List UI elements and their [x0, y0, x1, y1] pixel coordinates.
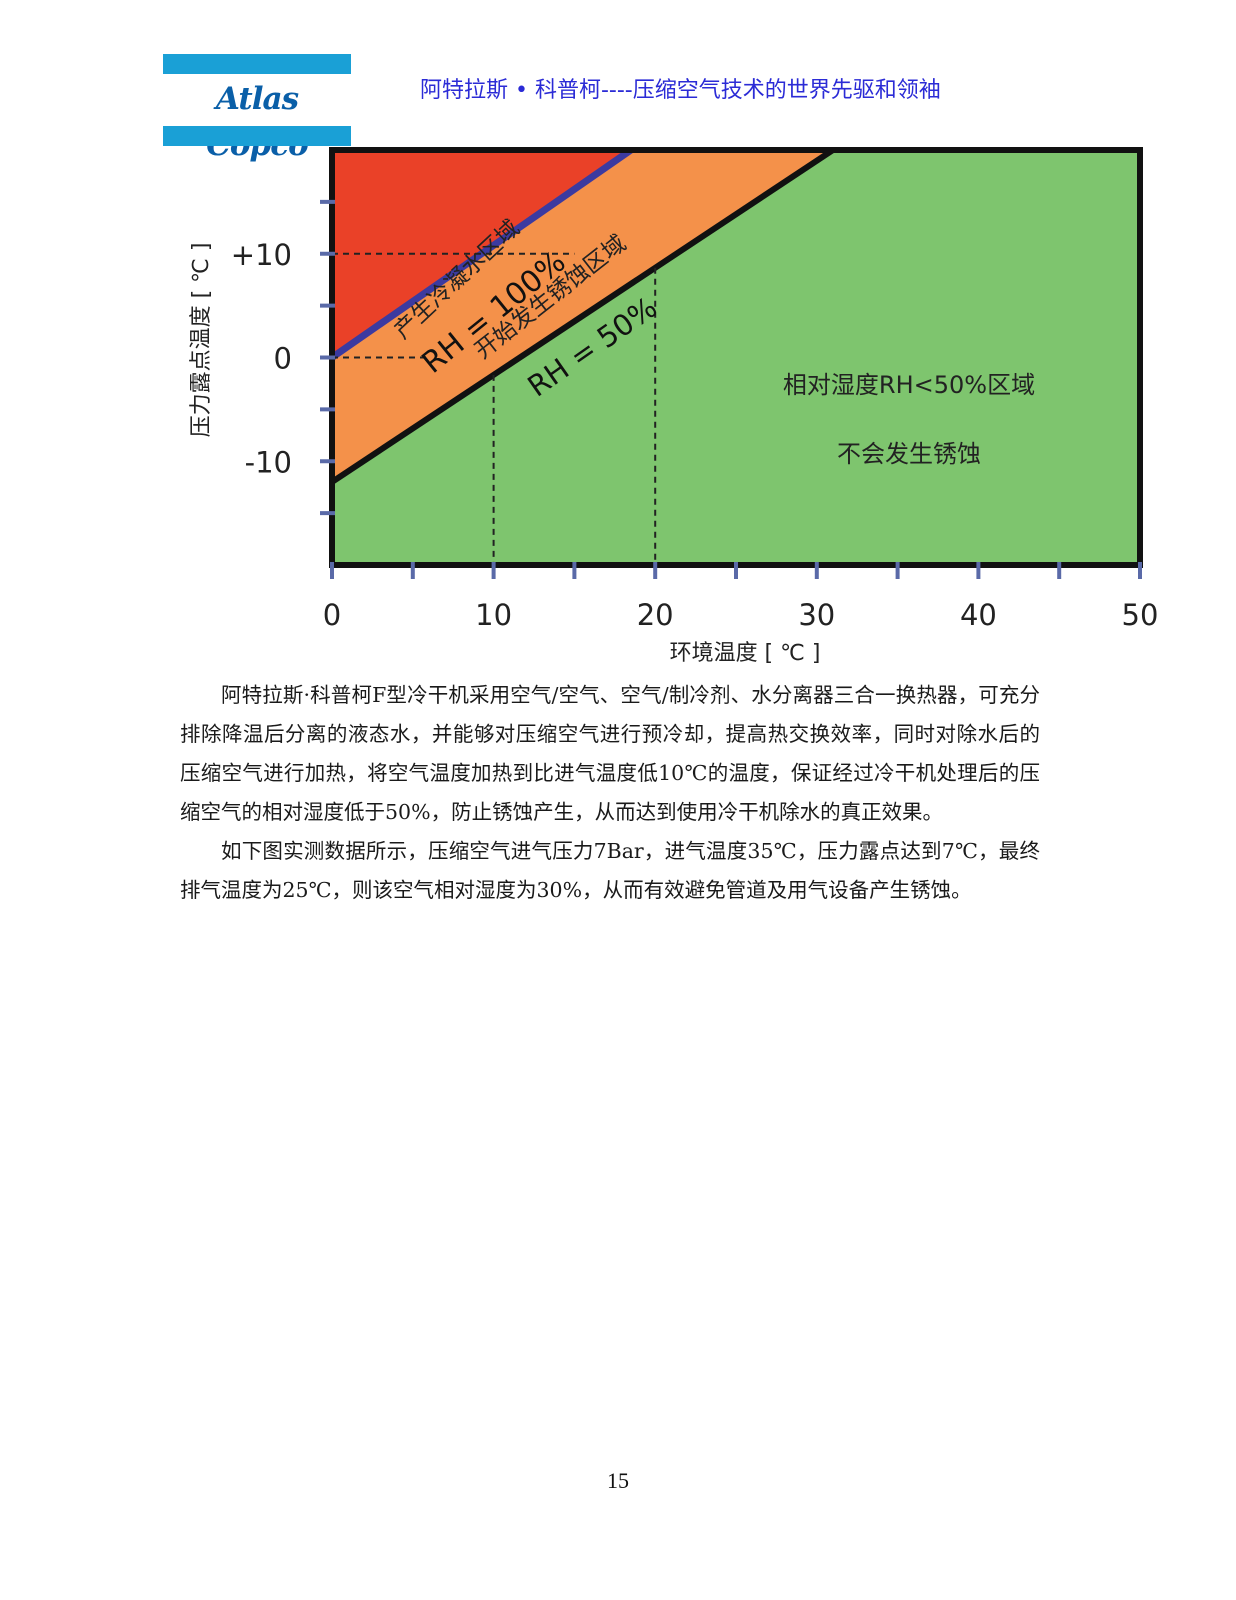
- y-tick-label: -10: [245, 445, 292, 479]
- paragraph-1: 阿特拉斯·科普柯F型冷干机采用空气/空气、空气/制冷剂、水分离器三合一换热器，可…: [180, 676, 1040, 832]
- x-tick-label: 10: [475, 598, 512, 632]
- x-tick-label: 40: [960, 598, 997, 632]
- x-tick-label: 0: [323, 598, 341, 632]
- x-tick-label: 20: [637, 598, 674, 632]
- page-number: 15: [0, 1468, 1236, 1494]
- x-tick-label: 50: [1122, 598, 1159, 632]
- header-title: 阿特拉斯 • 科普柯----压缩空气技术的世界先驱和领袖: [420, 72, 941, 104]
- dew-point-chart: 0 10 20 30 40 50 +10 0 -10 环境温度 [ ℃ ] 压力露点温度 [ …: [180, 140, 1180, 670]
- paragraph-2: 如下图实测数据所示，压缩空气进气压力7Bar，进气温度35℃，压力露点达到7℃，…: [180, 832, 1040, 910]
- logo-bar-top: [163, 54, 351, 74]
- atlas-copco-logo: Atlas Copco: [163, 54, 351, 146]
- y-tick-label: +10: [231, 238, 292, 272]
- x-tick-label: 30: [798, 598, 835, 632]
- y-axis-label: 压力露点温度 [ ℃ ]: [189, 243, 214, 438]
- x-axis-label: 环境温度 [ ℃ ]: [670, 641, 821, 666]
- y-axis-tick-labels: +10 0 -10: [231, 238, 292, 480]
- x-axis-tick-labels: 0 10 20 30 40 50: [323, 598, 1159, 632]
- y-tick-label: 0: [274, 342, 292, 376]
- safe-zone-label-2: 不会发生锈蚀: [837, 440, 981, 468]
- body-text: 阿特拉斯·科普柯F型冷干机采用空气/空气、空气/制冷剂、水分离器三合一换热器，可…: [180, 676, 1040, 910]
- safe-zone-label-1: 相对湿度RH<50%区域: [783, 371, 1035, 399]
